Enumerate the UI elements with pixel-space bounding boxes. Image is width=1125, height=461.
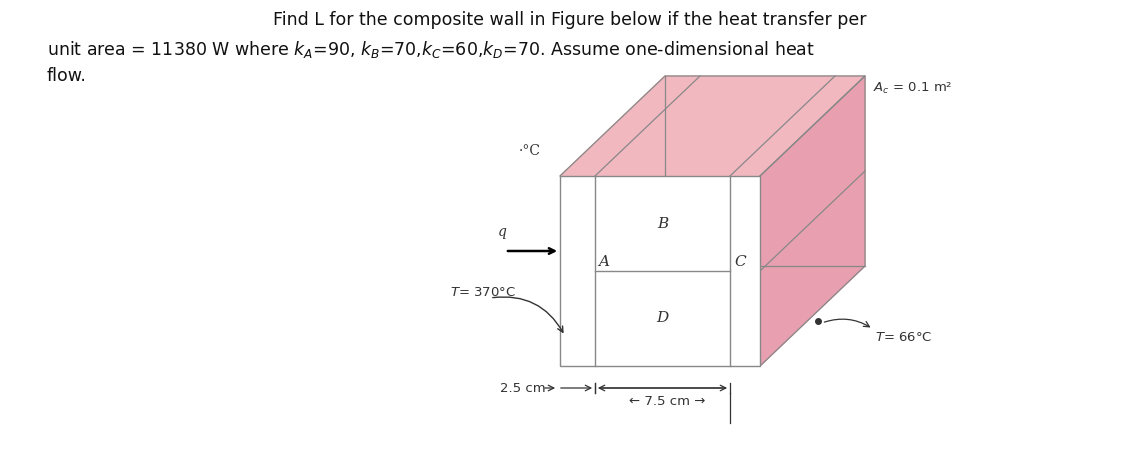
Text: ← 7.5 cm →: ← 7.5 cm → [629,395,705,408]
Text: $T$= 370°C: $T$= 370°C [450,286,516,299]
Polygon shape [760,76,865,366]
Text: D: D [656,312,668,325]
Text: flow.: flow. [47,67,87,85]
Text: $A_c$ = 0.1 m²: $A_c$ = 0.1 m² [873,81,953,96]
Text: A: A [598,255,609,269]
Text: C: C [734,255,746,269]
Text: B: B [657,217,668,230]
Text: unit area = 11380 W where $k_A$=90, $k_B$=70,$k_C$=60,$k_D$=70. Assume one-dimen: unit area = 11380 W where $k_A$=90, $k_B… [47,39,814,60]
Text: $T$= 66°C: $T$= 66°C [875,331,933,344]
Text: ·°C: ·°C [519,144,541,158]
Text: q: q [497,225,506,239]
Bar [560,176,760,366]
Text: 2.5 cm: 2.5 cm [500,382,546,395]
Polygon shape [560,76,865,176]
Text: Find L for the composite wall in Figure below if the heat transfer per: Find L for the composite wall in Figure … [273,11,866,29]
